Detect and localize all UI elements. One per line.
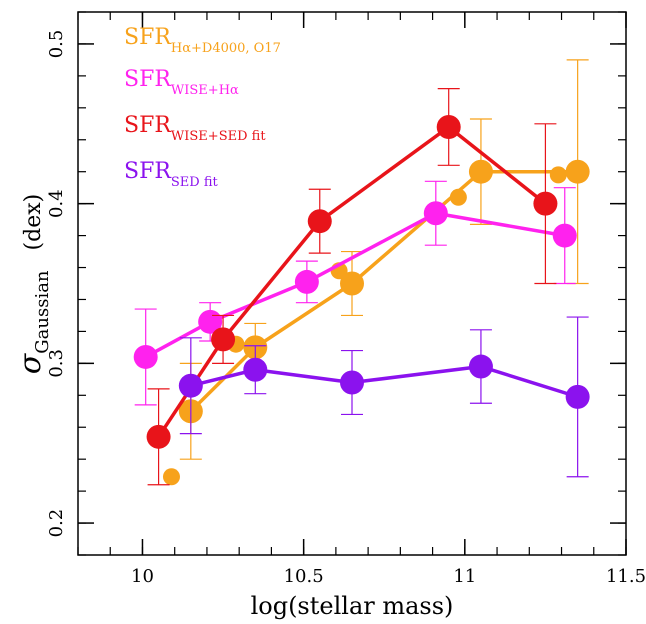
y-axis-label: σGaussian (dex): [13, 194, 53, 374]
small-data-point: [549, 166, 567, 184]
data-point: [307, 209, 332, 234]
data-point: [340, 271, 364, 296]
legend-name: SFR: [124, 113, 172, 138]
plot-area: [77, 11, 627, 556]
data-series: [133, 59, 590, 486]
axis-labels: log(stellar mass) σGaussian (dex): [13, 194, 453, 620]
data-point: [211, 327, 236, 352]
legend-subscript: SED fit: [171, 175, 219, 190]
x-tick-label: 11.5: [606, 566, 646, 587]
data-point: [565, 384, 590, 409]
y-axis-subscript: Gaussian: [32, 270, 53, 354]
small-data-point: [162, 468, 180, 486]
x-tick-label: 10: [131, 566, 154, 587]
y-axis-unit: (dex): [21, 194, 46, 251]
x-tick-label: 11: [453, 566, 476, 587]
legend-entry-2: SFRWISE+SED fit: [124, 113, 266, 144]
series-0: [162, 59, 590, 486]
legend-subscript: Hα+D4000, O17: [171, 41, 281, 56]
legend-name: SFR: [124, 67, 172, 92]
data-point: [552, 223, 577, 248]
small-data-point: [449, 188, 467, 206]
y-axis-symbol: σ: [13, 352, 48, 374]
y-tick-label: 0.5: [46, 30, 67, 59]
legend-subscript: WISE+Hα: [171, 83, 239, 98]
data-point: [133, 344, 158, 369]
x-axis-label: log(stellar mass): [251, 592, 454, 620]
legend-name: SFR: [124, 159, 172, 184]
data-point: [178, 373, 203, 398]
data-point: [468, 354, 493, 379]
y-tick-label: 0.3: [46, 349, 67, 378]
data-point: [533, 191, 558, 216]
axis-ticks: 10 10.5 11 11.5 0.2 0.3 0.4 0.5: [46, 11, 646, 587]
data-point: [340, 370, 364, 395]
legend-entry-3: SFRSED fit: [124, 159, 219, 190]
legend-entry-1: SFRWISE+Hα: [124, 67, 239, 98]
data-point: [565, 159, 590, 184]
x-tick-label: 10.5: [284, 566, 324, 587]
legend-name: SFR: [124, 25, 172, 50]
y-tick-label: 0.4: [46, 189, 67, 218]
legend-subscript: WISE+SED fit: [171, 129, 266, 144]
series-2: [146, 88, 558, 486]
series-3: [178, 316, 590, 478]
data-point: [146, 424, 171, 449]
data-point: [436, 114, 461, 139]
data-point: [423, 201, 448, 226]
legend-entry-0: SFRHα+D4000, O17: [124, 25, 281, 56]
y-tick-label: 0.2: [46, 509, 67, 538]
data-point: [294, 269, 319, 294]
data-point: [243, 357, 268, 382]
data-point: [468, 159, 493, 184]
plot-frame: [77, 11, 627, 556]
